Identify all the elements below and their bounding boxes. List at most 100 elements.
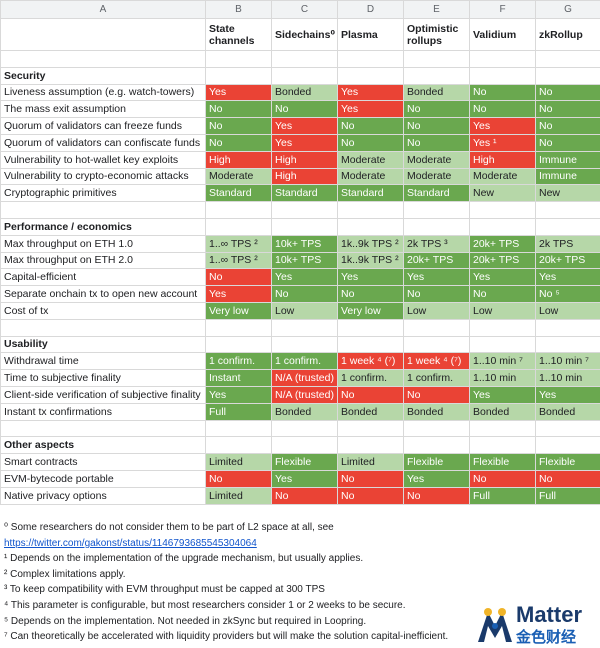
value-cell[interactable]: No <box>271 285 338 303</box>
value-cell[interactable]: No <box>469 83 536 102</box>
empty-cell[interactable] <box>337 66 404 85</box>
empty-cell[interactable] <box>0 419 206 438</box>
value-cell[interactable]: Yes <box>271 117 338 135</box>
value-cell[interactable]: 2k TPS <box>535 234 600 253</box>
empty-cell[interactable] <box>271 419 338 438</box>
empty-cell[interactable] <box>535 201 600 219</box>
empty-cell[interactable] <box>205 419 272 438</box>
value-cell[interactable]: Standard <box>403 184 470 203</box>
empty-cell[interactable] <box>0 318 206 337</box>
section-title[interactable]: Performance / economics <box>0 217 206 236</box>
value-cell[interactable]: High <box>469 150 536 169</box>
value-cell[interactable]: Very low <box>337 301 404 320</box>
value-cell[interactable]: Low <box>403 301 470 320</box>
empty-cell[interactable] <box>403 201 470 219</box>
value-cell[interactable]: Very low <box>205 301 272 320</box>
empty-cell[interactable] <box>0 201 206 219</box>
value-cell[interactable]: Flexible <box>271 453 338 471</box>
value-cell[interactable]: Moderate <box>403 167 470 186</box>
value-cell[interactable]: 1 week ⁴ (⁷) <box>403 352 470 371</box>
value-cell[interactable]: Bonded <box>469 402 536 421</box>
row-label[interactable]: Separate onchain tx to open new account <box>0 285 206 303</box>
empty-cell[interactable] <box>271 335 338 354</box>
value-cell[interactable]: No <box>469 100 536 119</box>
value-cell[interactable]: 1k..9k TPS ² <box>337 251 404 270</box>
value-cell[interactable]: Moderate <box>469 167 536 186</box>
value-cell[interactable]: No <box>337 486 404 505</box>
value-cell[interactable]: No <box>205 117 272 135</box>
value-cell[interactable]: 1..10 min <box>535 369 600 387</box>
empty-cell[interactable] <box>337 318 404 337</box>
value-cell[interactable]: 10k+ TPS <box>271 251 338 270</box>
value-cell[interactable]: No <box>469 285 536 303</box>
value-cell[interactable]: Bonded <box>403 402 470 421</box>
value-cell[interactable]: No <box>337 117 404 135</box>
empty-cell[interactable] <box>205 201 272 219</box>
value-cell[interactable]: Bonded <box>337 402 404 421</box>
value-cell[interactable]: Bonded <box>271 402 338 421</box>
header-cell[interactable]: Sidechains⁰ <box>271 18 338 51</box>
row-label[interactable]: Instant tx confirmations <box>0 402 206 421</box>
section-title[interactable]: Security <box>0 66 206 85</box>
footnote-0-link[interactable]: https://twitter.com/gakonst/status/11467… <box>4 537 257 549</box>
empty-cell[interactable] <box>205 50 272 68</box>
value-cell[interactable]: No ⁵ <box>535 285 600 303</box>
value-cell[interactable]: Yes <box>337 100 404 119</box>
value-cell[interactable]: Yes <box>469 268 536 287</box>
header-cell[interactable]: Plasma <box>337 18 404 51</box>
value-cell[interactable]: Limited <box>337 453 404 471</box>
section-title[interactable]: Other aspects <box>0 436 206 455</box>
empty-cell[interactable] <box>337 436 404 455</box>
empty-cell[interactable] <box>403 436 470 455</box>
value-cell[interactable]: Yes <box>205 83 272 102</box>
value-cell[interactable]: Yes ¹ <box>469 133 536 152</box>
row-label[interactable]: Max throughput on ETH 2.0 <box>0 251 206 270</box>
row-label[interactable]: Max throughput on ETH 1.0 <box>0 234 206 253</box>
value-cell[interactable]: New <box>469 184 536 203</box>
empty-cell[interactable] <box>403 50 470 68</box>
column-letter-A[interactable]: A <box>0 0 206 19</box>
row-label[interactable]: Cryptographic primitives <box>0 184 206 203</box>
row-label[interactable]: Quorum of validators can confiscate fund… <box>0 133 206 152</box>
value-cell[interactable]: No <box>403 385 470 404</box>
value-cell[interactable]: 1..10 min ⁷ <box>469 352 536 371</box>
value-cell[interactable]: No <box>469 469 536 488</box>
value-cell[interactable]: Full <box>205 402 272 421</box>
value-cell[interactable]: Standard <box>337 184 404 203</box>
value-cell[interactable]: No <box>535 100 600 119</box>
value-cell[interactable]: 1 confirm. <box>205 352 272 371</box>
column-letter-C[interactable]: C <box>271 0 338 19</box>
column-letter-B[interactable]: B <box>205 0 272 19</box>
value-cell[interactable]: High <box>271 150 338 169</box>
empty-cell[interactable] <box>403 318 470 337</box>
row-label[interactable]: Client-side verification of subjective f… <box>0 385 206 404</box>
value-cell[interactable]: High <box>205 150 272 169</box>
value-cell[interactable]: Immune <box>535 150 600 169</box>
empty-cell[interactable] <box>469 217 536 236</box>
section-title[interactable]: Usability <box>0 335 206 354</box>
row-label[interactable]: Cost of tx <box>0 301 206 320</box>
row-label[interactable]: The mass exit assumption <box>0 100 206 119</box>
header-cell[interactable]: Validium <box>469 18 536 51</box>
value-cell[interactable]: Bonded <box>535 402 600 421</box>
empty-cell[interactable] <box>337 217 404 236</box>
header-cell[interactable]: zkRollup <box>535 18 600 51</box>
empty-cell[interactable] <box>469 335 536 354</box>
empty-cell[interactable] <box>469 419 536 438</box>
value-cell[interactable]: Bonded <box>403 83 470 102</box>
empty-cell[interactable] <box>271 50 338 68</box>
value-cell[interactable]: Yes <box>205 385 272 404</box>
value-cell[interactable]: New <box>535 184 600 203</box>
value-cell[interactable]: 1..∞ TPS ² <box>205 251 272 270</box>
value-cell[interactable]: No <box>205 268 272 287</box>
empty-cell[interactable] <box>469 66 536 85</box>
row-label[interactable]: Smart contracts <box>0 453 206 471</box>
column-letter-E[interactable]: E <box>403 0 470 19</box>
value-cell[interactable]: Moderate <box>403 150 470 169</box>
column-letter-G[interactable]: G <box>535 0 600 19</box>
value-cell[interactable]: 10k+ TPS <box>271 234 338 253</box>
empty-cell[interactable] <box>271 436 338 455</box>
value-cell[interactable]: 2k TPS ³ <box>403 234 470 253</box>
value-cell[interactable]: Flexible <box>403 453 470 471</box>
column-letter-F[interactable]: F <box>469 0 536 19</box>
